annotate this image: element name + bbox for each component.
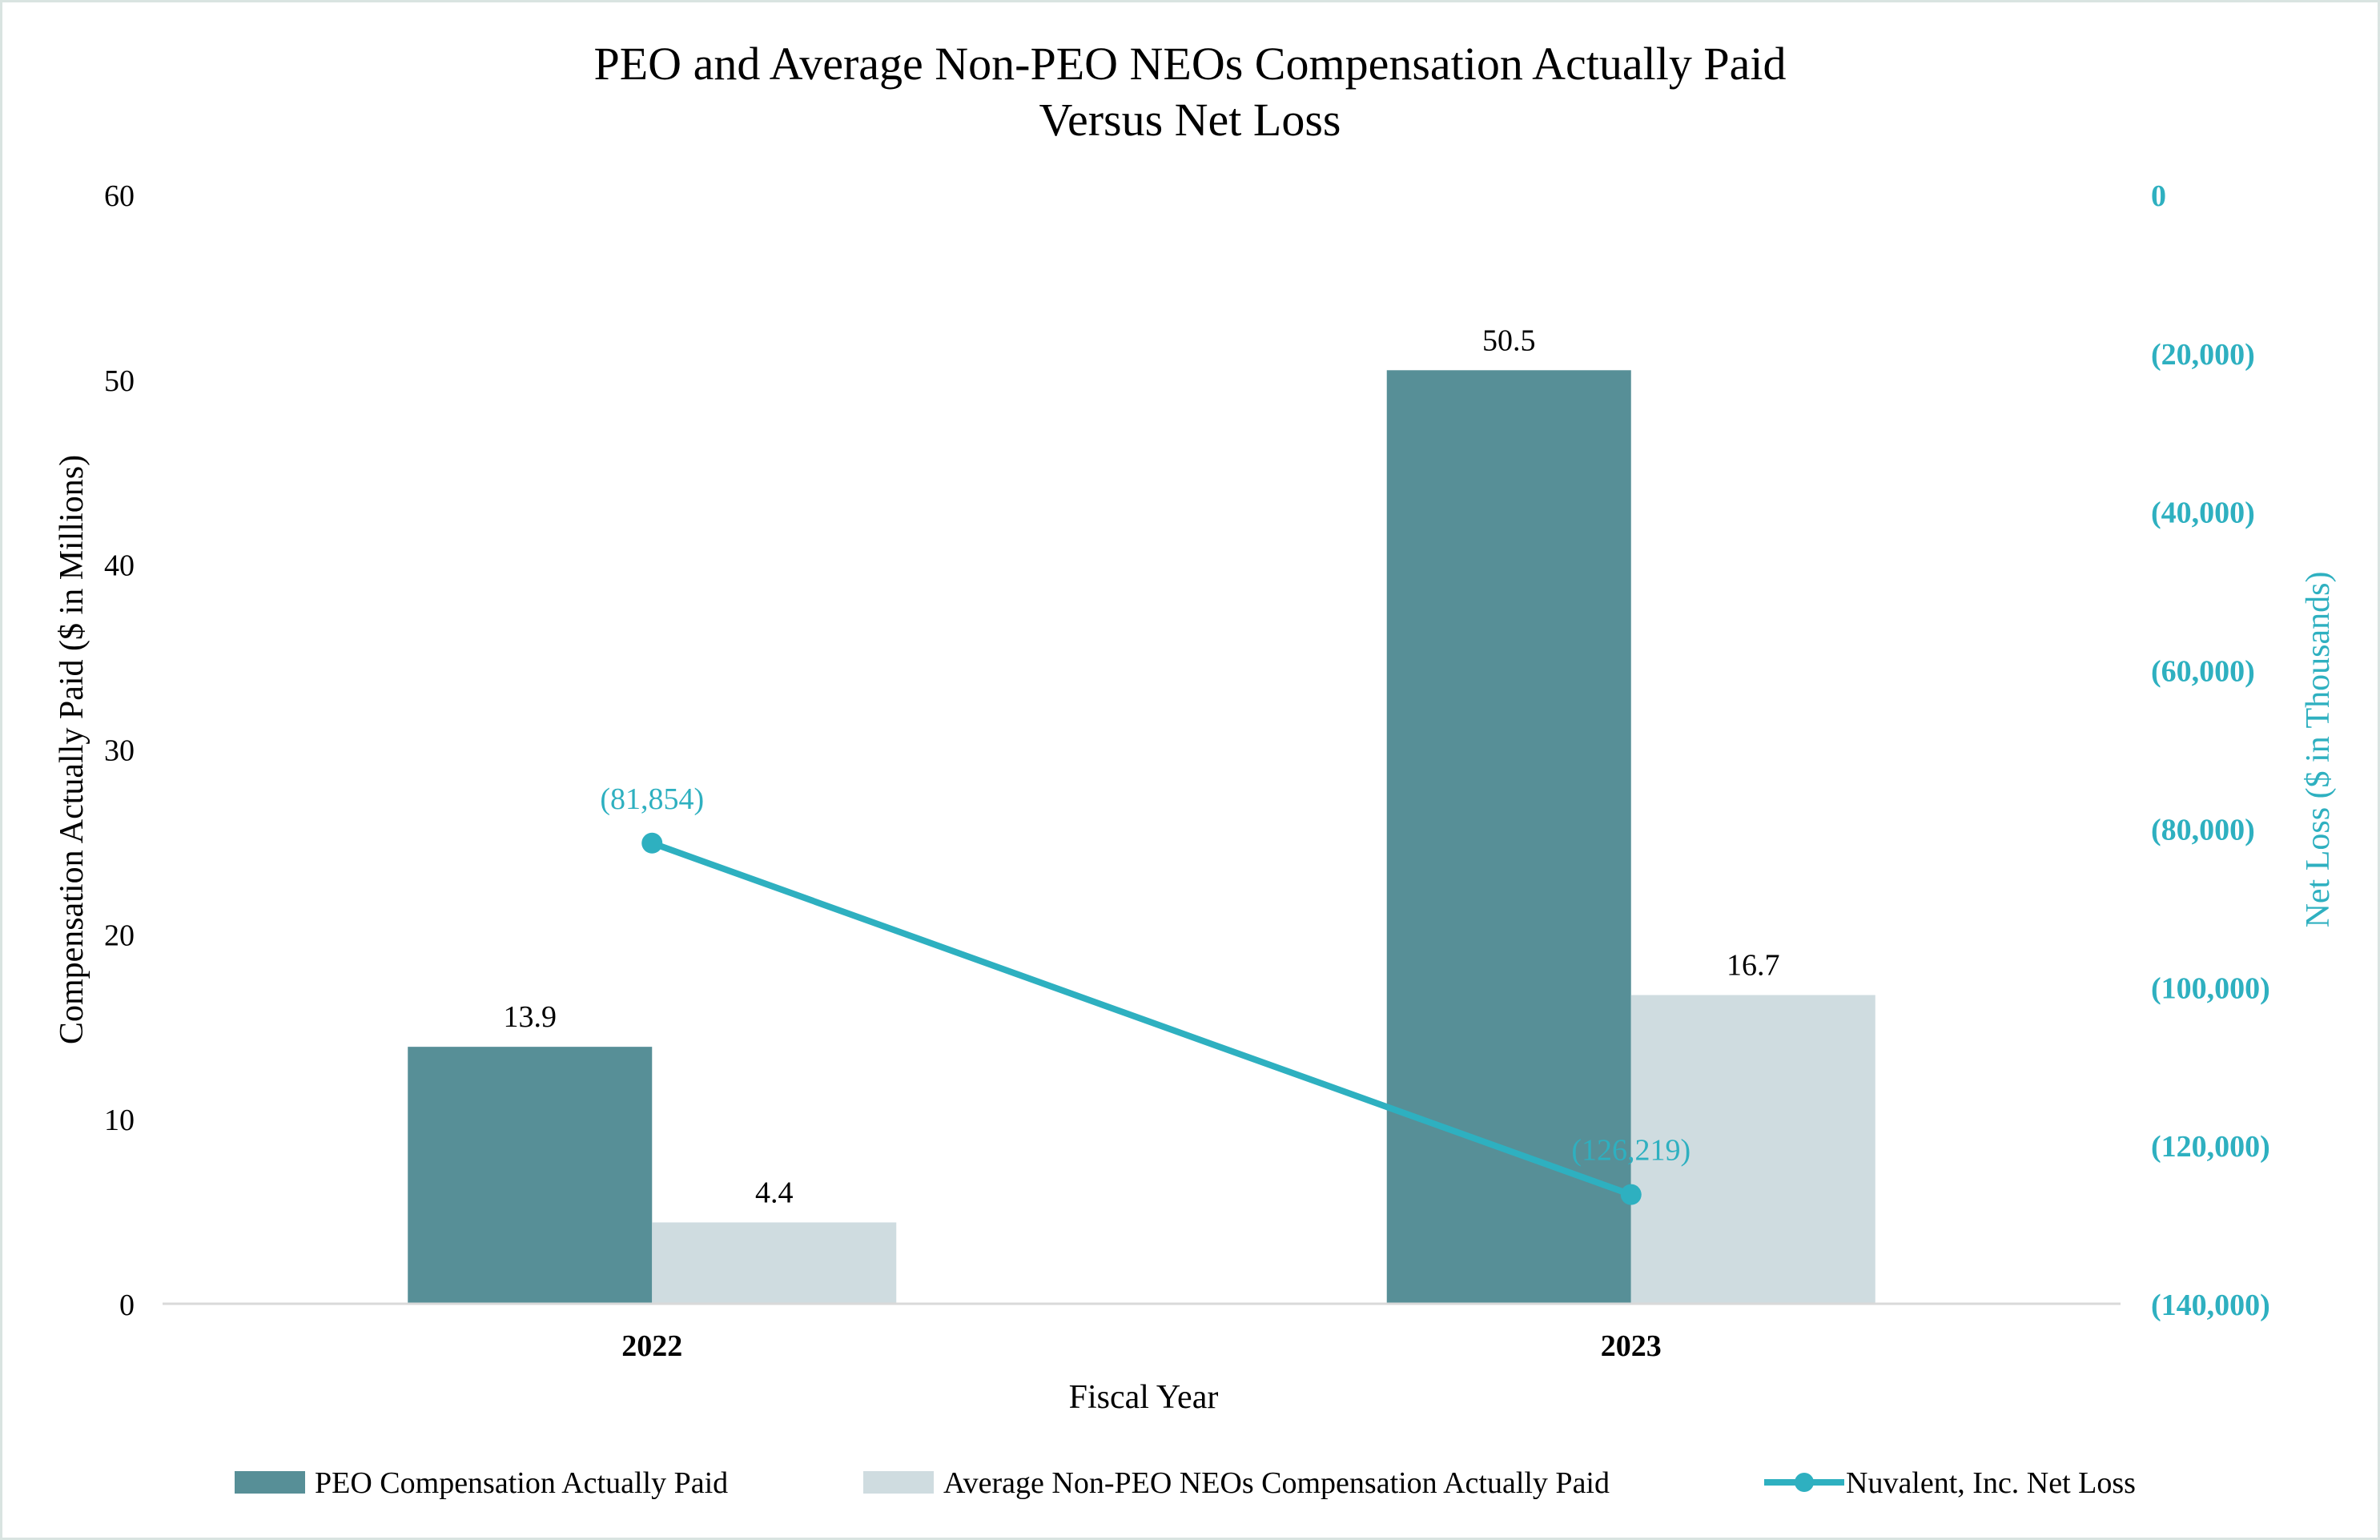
left-axis-tick-label: 20: [104, 919, 135, 952]
left-axis-tick-label: 60: [104, 179, 135, 213]
legend-label: Nuvalent, Inc. Net Loss: [1846, 1466, 2136, 1500]
right-axis-tick-label: (60,000): [2151, 655, 2255, 689]
bar: [652, 1222, 897, 1304]
right-axis-title: Net Loss ($ in Thousands): [2300, 572, 2337, 928]
right-axis-tick-label: (100,000): [2151, 971, 2270, 1005]
legend-marker: [1795, 1473, 1814, 1492]
right-axis-tick-label: (80,000): [2151, 813, 2255, 846]
legend-label: Average Non-PEO NEOs Compensation Actual…: [943, 1466, 1610, 1500]
bar-data-label: 4.4: [755, 1176, 794, 1209]
left-axis-tick-label: 40: [104, 549, 135, 583]
left-axis-tick-label: 10: [104, 1104, 135, 1137]
legend-swatch: [863, 1471, 934, 1494]
left-axis-title: Compensation Actually Paid ($ in Million…: [54, 455, 90, 1044]
right-axis-tick-label: (120,000): [2151, 1130, 2270, 1164]
legend-swatch: [235, 1471, 305, 1494]
line-point: [1620, 1184, 1642, 1205]
right-axis-tick-label: 0: [2151, 179, 2166, 213]
line-series: [649, 839, 1634, 1198]
bar: [408, 1047, 653, 1304]
x-axis-tick-label: 2023: [1601, 1329, 1662, 1363]
chart-title-line: PEO and Average Non-PEO NEOs Compensatio…: [594, 38, 1787, 90]
line-data-label: (126,219): [1571, 1134, 1691, 1168]
bar-data-label: 50.5: [1482, 324, 1536, 357]
x-axis-title: Fiscal Year: [1069, 1379, 1219, 1416]
bar-data-label: 13.9: [504, 1000, 557, 1034]
x-axis-tick-label: 2022: [621, 1329, 682, 1363]
left-axis-tick-label: 50: [104, 364, 135, 398]
left-axis-tick-label: 0: [119, 1289, 135, 1322]
right-axis-tick-label: (40,000): [2151, 497, 2255, 530]
legend-label: PEO Compensation Actually Paid: [315, 1466, 728, 1500]
bar: [1630, 995, 1875, 1304]
bar-data-label: 16.7: [1727, 949, 1780, 983]
right-axis-tick-label: (20,000): [2151, 338, 2255, 372]
line-point: [641, 832, 663, 854]
chart-title-line: Versus Net Loss: [1039, 94, 1341, 146]
left-axis-tick-label: 30: [104, 734, 135, 768]
line-data-label: (81,854): [600, 782, 704, 816]
right-axis-tick-label: (140,000): [2151, 1289, 2270, 1322]
